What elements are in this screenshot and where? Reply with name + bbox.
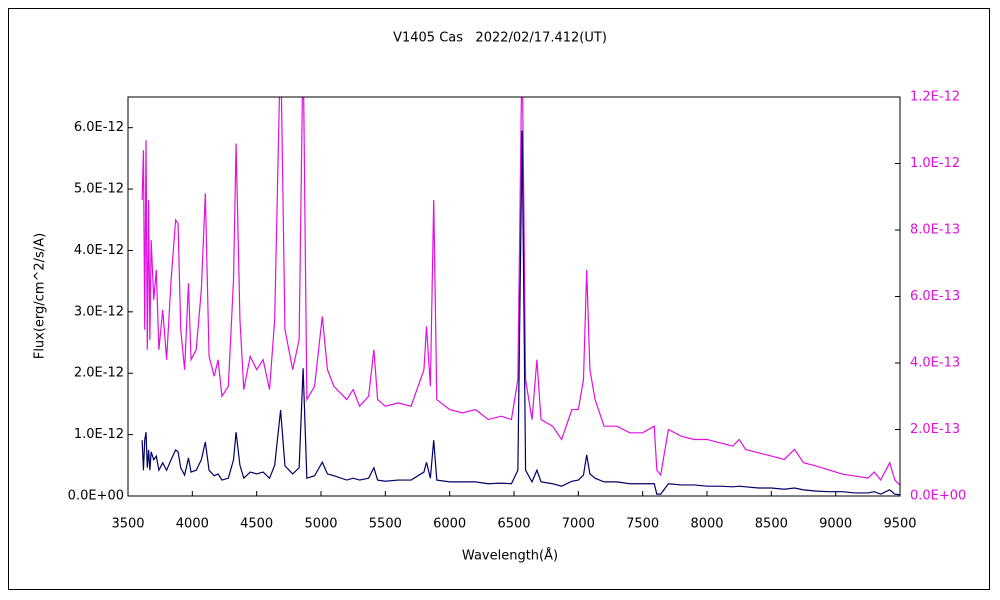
y-tick-label: 5.0E-12 — [74, 182, 124, 197]
x-tick-label: 9000 — [819, 517, 852, 532]
x-tick-label: 4500 — [240, 517, 273, 532]
series-line — [141, 97, 900, 486]
chart-border — [8, 8, 990, 590]
x-tick-label: 4000 — [176, 517, 209, 532]
y2-tick-label: 6.0E-13 — [910, 289, 960, 304]
y2-tick-label: 1.0E-12 — [910, 156, 960, 171]
y-tick-label: 0.0E+00 — [68, 489, 124, 504]
x-tick-label: 6500 — [497, 517, 530, 532]
x-tick-label: 9500 — [883, 517, 916, 532]
x-tick-label: 7500 — [626, 517, 659, 532]
x-tick-label: 7000 — [562, 517, 595, 532]
y2-tick-label: 1.2E-12 — [910, 90, 960, 105]
y-tick-label: 2.0E-12 — [74, 366, 124, 381]
x-tick-label: 8500 — [755, 517, 788, 532]
y2-tick-label: 4.0E-13 — [910, 356, 960, 371]
series-line — [141, 130, 900, 496]
x-tick-label: 5500 — [369, 517, 402, 532]
plot-lines — [141, 97, 900, 496]
y-tick-label: 4.0E-12 — [74, 243, 124, 258]
chart-title: V1405 Cas 2022/02/17.412(UT) — [393, 31, 607, 46]
y-tick-label: 3.0E-12 — [74, 304, 124, 319]
y-axis-label: Flux(erg/cm^2/s/A) — [33, 233, 48, 359]
y-tick-label: 1.0E-12 — [74, 427, 124, 442]
x-tick-label: 6000 — [433, 517, 466, 532]
x-tick-label: 3500 — [111, 517, 144, 532]
y-tick-label: 6.0E-12 — [74, 120, 124, 135]
x-axis-label: Wavelength(Å) — [462, 548, 558, 564]
x-tick-label: 8000 — [690, 517, 723, 532]
x-tick-label: 5000 — [304, 517, 337, 532]
y2-tick-label: 0.0E+00 — [910, 489, 966, 504]
y2-tick-label: 2.0E-13 — [910, 422, 960, 437]
y2-tick-label: 8.0E-13 — [910, 223, 960, 238]
